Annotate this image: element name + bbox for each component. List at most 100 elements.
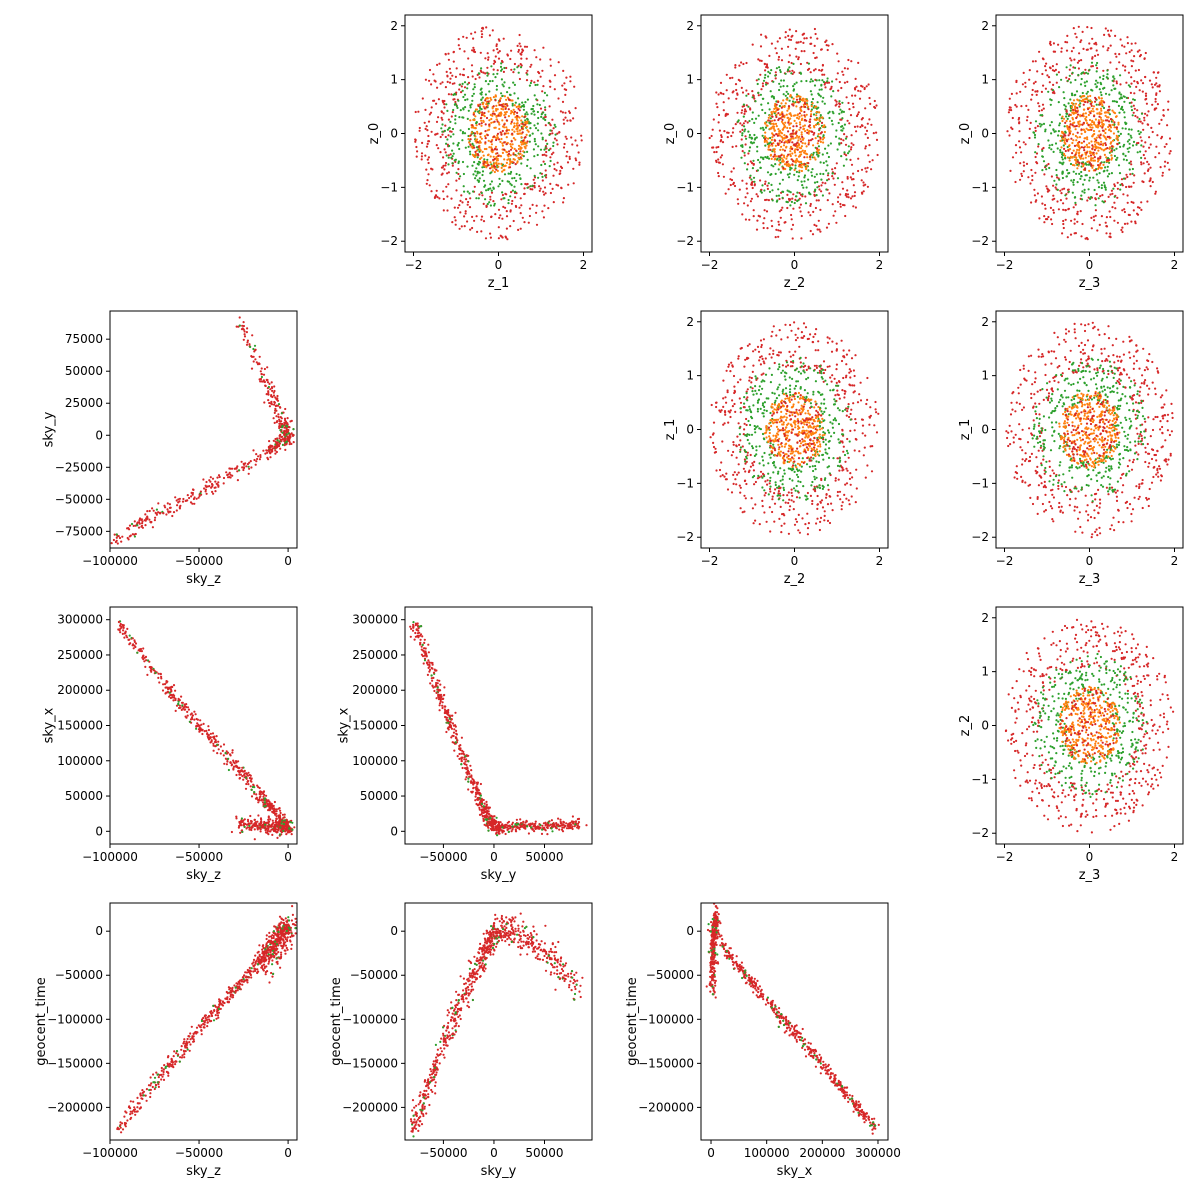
data-point: [1149, 178, 1152, 182]
data-point: [1074, 106, 1077, 109]
data-point: [808, 67, 811, 70]
data-point: [1141, 82, 1145, 85]
data-point: [274, 449, 277, 452]
data-point: [521, 105, 524, 108]
data-point: [526, 129, 529, 132]
data-point: [454, 75, 457, 78]
data-point: [514, 138, 517, 141]
data-point: [1103, 161, 1106, 164]
data-point: [749, 465, 753, 468]
data-point: [1162, 114, 1165, 117]
data-point: [1102, 77, 1105, 81]
data-point: [443, 103, 446, 106]
data-point: [766, 171, 770, 174]
data-point: [1101, 123, 1104, 126]
data-point: [1064, 40, 1067, 44]
data-point: [747, 92, 750, 96]
data-point: [1141, 122, 1144, 125]
data-point: [746, 344, 750, 347]
data-point: [497, 165, 500, 168]
data-point: [815, 153, 819, 156]
data-point: [863, 86, 866, 90]
data-point: [501, 193, 504, 197]
data-point: [816, 503, 820, 506]
data-point: [784, 36, 787, 39]
data-point: [490, 146, 493, 149]
data-point: [1078, 154, 1081, 157]
data-point: [480, 156, 483, 159]
data-point: [1097, 124, 1100, 127]
data-point: [1102, 45, 1105, 48]
data-point: [498, 39, 501, 42]
y-tick-label: 0: [686, 127, 694, 141]
data-point: [491, 148, 494, 151]
data-point: [255, 460, 258, 463]
data-point: [1045, 62, 1048, 65]
data-point: [802, 32, 806, 35]
data-point: [769, 120, 772, 123]
data-point: [197, 496, 200, 499]
data-point: [491, 112, 494, 115]
data-point: [789, 191, 792, 194]
data-point: [229, 473, 232, 476]
data-point: [1108, 128, 1111, 131]
data-point: [542, 46, 545, 49]
data-point: [1038, 122, 1041, 125]
data-point: [732, 167, 735, 170]
data-point: [842, 450, 845, 453]
data-point: [734, 478, 737, 481]
data-point: [1099, 143, 1103, 146]
data-point: [1109, 130, 1113, 133]
data-point: [805, 145, 808, 148]
data-point: [507, 115, 510, 118]
data-point: [779, 70, 782, 74]
data-point: [740, 346, 743, 350]
data-point: [764, 138, 767, 141]
data-point: [1115, 100, 1119, 104]
data-point: [1086, 26, 1089, 29]
data-point: [739, 448, 742, 451]
data-point: [505, 129, 508, 132]
data-point: [443, 168, 446, 171]
data-point: [831, 43, 834, 46]
data-point: [842, 355, 845, 358]
data-point: [515, 205, 518, 208]
data-point: [454, 219, 457, 222]
data-point: [734, 66, 737, 69]
data-point: [1078, 146, 1081, 149]
data-point: [1062, 219, 1065, 223]
data-point: [496, 152, 499, 155]
data-point: [1064, 154, 1067, 157]
data-point: [506, 53, 509, 56]
data-point: [1086, 98, 1089, 101]
data-point: [837, 478, 840, 481]
data-point: [741, 213, 744, 216]
data-point: [1130, 82, 1133, 85]
data-point: [1109, 61, 1112, 64]
data-point: [848, 122, 851, 125]
data-point: [494, 126, 497, 129]
data-point: [1136, 109, 1139, 112]
data-point: [555, 169, 558, 172]
data-point: [843, 152, 846, 156]
data-point: [242, 321, 245, 324]
data-point: [782, 154, 786, 157]
data-point: [451, 74, 454, 77]
data-point: [562, 201, 565, 204]
data-point: [1085, 71, 1088, 74]
data-point: [799, 203, 803, 206]
data-point: [1100, 97, 1103, 100]
data-point: [1072, 46, 1075, 50]
x-tick-label: −100000: [82, 554, 138, 568]
data-point: [1082, 108, 1086, 111]
data-point: [252, 360, 255, 363]
data-point: [764, 131, 767, 134]
data-point: [776, 40, 779, 43]
data-point: [1112, 132, 1115, 135]
data-point: [1164, 160, 1167, 163]
data-point: [791, 141, 794, 144]
data-point: [1047, 76, 1051, 79]
data-point: [854, 206, 858, 209]
data-point: [805, 167, 808, 171]
